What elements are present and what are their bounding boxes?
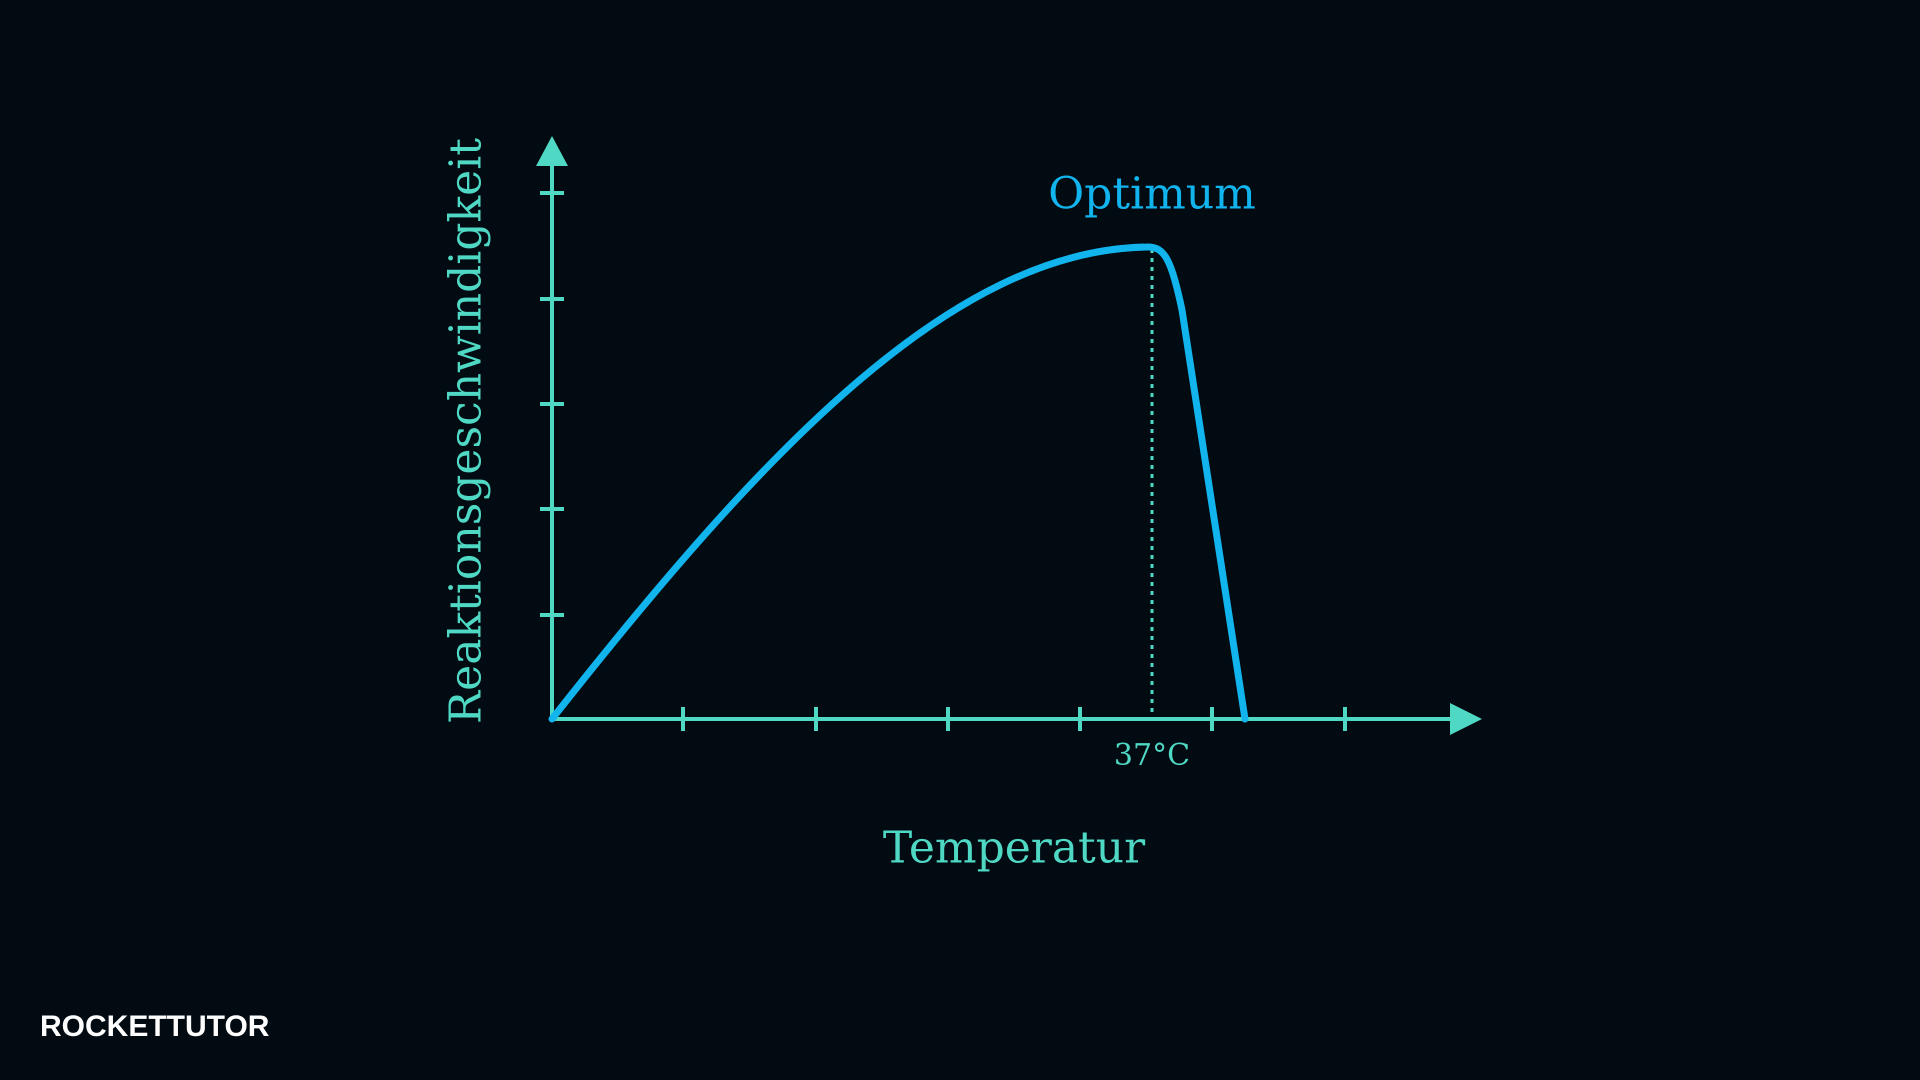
- x-ticks: [681, 707, 1347, 731]
- peak-temperature: 37°C: [1114, 738, 1190, 773]
- y-ticks: [540, 191, 564, 617]
- x-arrow: [1450, 703, 1482, 735]
- axes: [540, 160, 1455, 731]
- peak-label: Optimum: [1048, 169, 1256, 220]
- y-axis-label: Reaktionsgeschwindigkeit: [441, 138, 492, 724]
- logo: ROCKETTUTOR: [40, 1010, 270, 1043]
- x-axis-label: Temperatur: [883, 823, 1146, 874]
- y-arrow: [536, 136, 568, 166]
- curve: [548, 243, 1249, 723]
